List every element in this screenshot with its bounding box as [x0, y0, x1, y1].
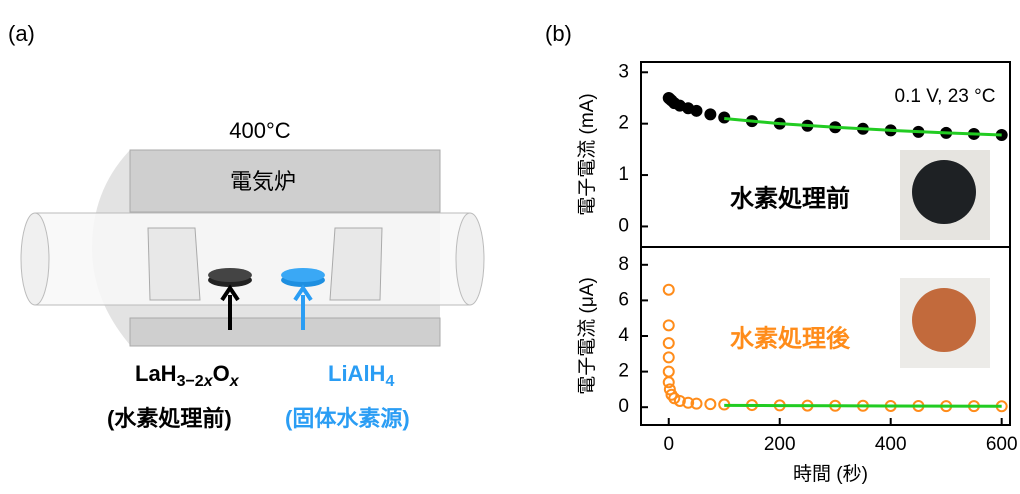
data-point [664, 285, 674, 295]
source-note: (固体水素源) [285, 406, 410, 431]
temperature: 400°C [229, 118, 291, 143]
x-tick-label: 600 [986, 434, 1018, 455]
annotation: 水素処理前 [730, 184, 850, 212]
y-tick-label: 3 [618, 61, 629, 82]
y-tick-label: 0 [618, 215, 629, 236]
text: x [229, 373, 240, 390]
y-tick-label: 2 [618, 113, 629, 134]
data-point [664, 352, 674, 362]
y-tick-label: 1 [618, 164, 629, 185]
fit-line [724, 405, 1001, 406]
panel-label: (b) [545, 21, 572, 46]
data-point [705, 399, 715, 409]
photo-disk [912, 160, 976, 224]
furnace-label: 電気炉 [230, 169, 296, 194]
x-tick-label: 400 [875, 434, 907, 455]
y-axis-label: 電子電流 (μA) [576, 277, 598, 395]
y-tick-label: 4 [618, 325, 629, 346]
sample-disk [208, 268, 252, 282]
tube [35, 213, 470, 305]
y-tick-label: 6 [618, 289, 629, 310]
holder [148, 228, 200, 300]
data-point [664, 338, 674, 348]
tube-end [456, 213, 484, 305]
y-tick-label: 0 [618, 396, 629, 417]
furnace-bottom [130, 318, 440, 346]
text: LiAlH [328, 361, 385, 386]
text: 4 [385, 373, 394, 390]
annotation: 0.1 V, 23 °C [895, 86, 996, 107]
panel-label: (a) [8, 21, 35, 46]
text: 3−2 [177, 373, 204, 390]
x-tick-label: 200 [764, 434, 796, 455]
photo-disk [912, 288, 976, 352]
diagram: 400°C 電気炉 LaH3−2xOx LiAlH4 (水素処理前) (固体水素… [21, 118, 484, 431]
data-point [664, 320, 674, 330]
x-tick-label: 0 [663, 434, 674, 455]
source-disk [281, 268, 325, 282]
annotation: 水素処理後 [730, 324, 851, 352]
data-point [691, 106, 701, 116]
data-point [664, 367, 674, 377]
data-point [705, 109, 715, 119]
text: LaH [135, 361, 177, 386]
tube-end [21, 213, 49, 305]
y-tick-label: 8 [618, 254, 629, 275]
sample-label: LaH3−2xOx [135, 361, 240, 390]
sample-note: (水素処理前) [107, 406, 232, 431]
holder [330, 228, 382, 300]
y-tick-label: 2 [618, 361, 629, 382]
photos [900, 150, 990, 368]
y-axis-label: 電子電流 (mA) [576, 93, 598, 215]
x-axis-label: 時間 (秒) [793, 463, 868, 485]
figure: (a) (b) 400°C 電気炉 LaH3−2xOx LiAlH4 (水素処理… [0, 0, 1020, 489]
text: O [213, 361, 230, 386]
source-label: LiAlH4 [328, 361, 394, 390]
